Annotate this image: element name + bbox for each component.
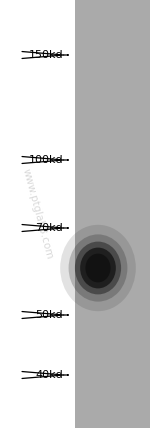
Ellipse shape <box>60 225 136 311</box>
Bar <box>75 0 150 428</box>
Text: www.ptglab3.com: www.ptglab3.com <box>21 167 54 261</box>
Text: 70kd: 70kd <box>35 223 63 233</box>
Text: 100kd: 100kd <box>28 155 63 165</box>
Ellipse shape <box>69 235 127 302</box>
Ellipse shape <box>75 241 121 294</box>
Text: 50kd: 50kd <box>35 310 63 320</box>
Ellipse shape <box>80 248 116 288</box>
Text: 40kd: 40kd <box>35 370 63 380</box>
Text: 150kd: 150kd <box>28 50 63 60</box>
Ellipse shape <box>85 254 111 282</box>
